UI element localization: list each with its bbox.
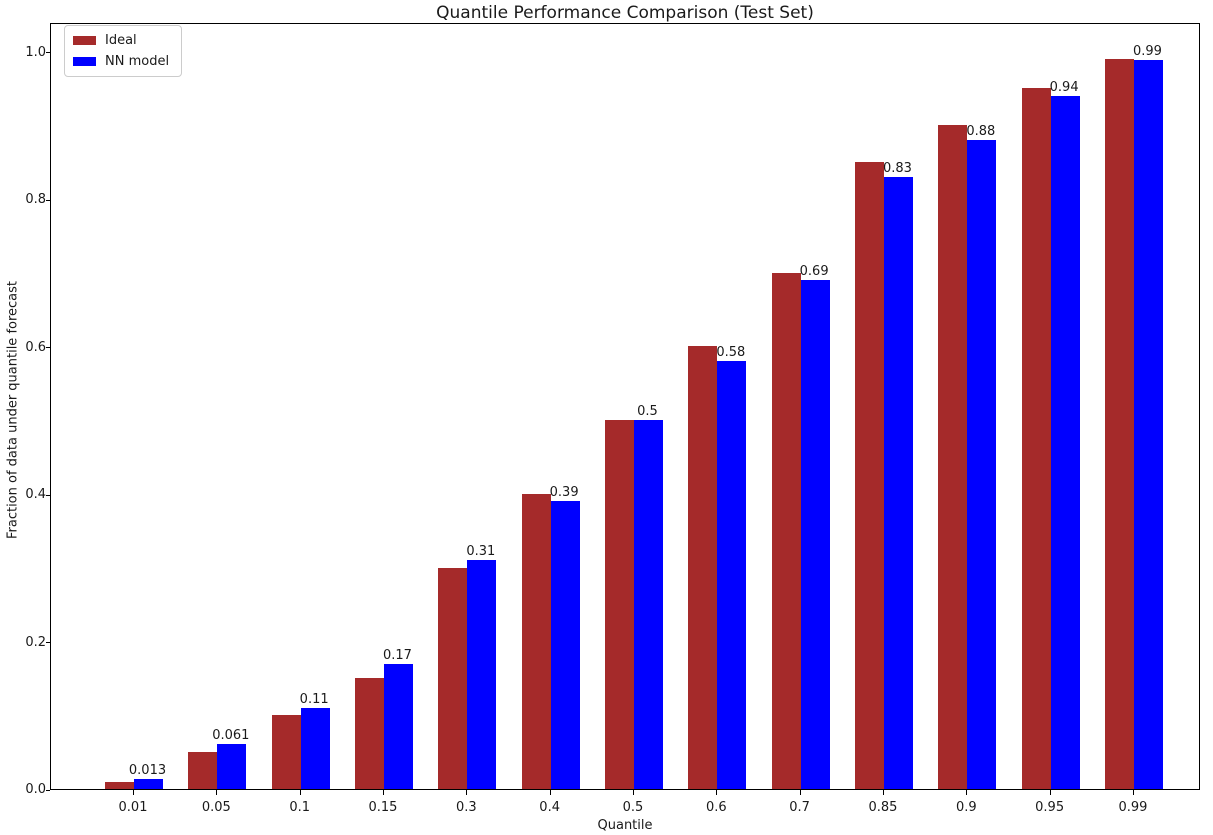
bar-ideal-0.99	[1104, 59, 1134, 789]
y-tick	[46, 52, 50, 53]
x-tick-label: 0.1	[289, 800, 310, 815]
bar-ideal-0.7	[771, 273, 801, 789]
bar-value-label: 0.17	[383, 647, 412, 663]
bar-nn-model-0.6	[717, 361, 747, 789]
x-tick	[299, 790, 301, 795]
legend-label: Ideal	[105, 33, 137, 48]
x-tick-label: 0.9	[955, 800, 977, 815]
bar-ideal-0.5	[604, 420, 634, 789]
x-tick	[382, 790, 384, 795]
bar-ideal-0.15	[354, 678, 384, 789]
x-tick-label: 0.4	[539, 800, 560, 815]
x-tick-label: 0.99	[1118, 800, 1148, 815]
x-tick	[216, 790, 218, 795]
x-tick-label: 0.7	[789, 800, 810, 815]
bar-value-label: 0.88	[966, 124, 996, 139]
legend-item-nn-model: NN model	[73, 54, 169, 69]
y-tick-label: 0.8	[25, 192, 46, 207]
bar-value-label: 0.061	[212, 728, 250, 743]
x-tick-label: 0.05	[201, 800, 231, 815]
bar-nn-model-0.1	[300, 708, 330, 789]
plot-area	[50, 23, 1200, 790]
bar-ideal-0.9	[938, 125, 968, 789]
x-tick-label: 0.6	[705, 800, 727, 815]
x-tick-label: 0.95	[1035, 800, 1065, 815]
x-tick	[1132, 790, 1134, 795]
bar-nn-model-0.85	[883, 177, 913, 789]
bar-ideal-0.85	[854, 162, 884, 789]
x-tick-label: 0.3	[455, 800, 477, 815]
y-tick	[46, 789, 50, 791]
bar-value-label: 0.69	[799, 264, 829, 280]
y-tick-label: 0.0	[25, 782, 46, 797]
x-tick	[549, 790, 551, 795]
y-tick-label: 0.4	[25, 487, 46, 502]
bar-nn-model-0.9	[967, 140, 997, 789]
y-tick	[46, 199, 50, 201]
bar-nn-model-0.3	[467, 560, 497, 789]
x-tick	[1049, 790, 1051, 795]
bar-nn-model-0.7	[800, 280, 830, 789]
y-tick	[46, 347, 50, 348]
bar-ideal-0.95	[1021, 88, 1051, 789]
legend: Ideal NN model	[64, 25, 183, 77]
bar-nn-model-0.15	[383, 664, 413, 789]
bar-nn-model-0.01	[134, 779, 163, 789]
bar-value-label: 0.94	[1049, 79, 1079, 95]
bar-value-label: 0.013	[128, 763, 167, 779]
bar-value-label: 0.31	[466, 544, 496, 560]
y-tick-label: 0.6	[25, 339, 46, 355]
bar-ideal-0.4	[521, 494, 551, 789]
bar-value-label: 0.58	[716, 345, 746, 361]
x-tick	[799, 790, 801, 795]
y-tick-label: 0.2	[25, 634, 46, 650]
x-tick-label: 0.15	[368, 800, 398, 815]
y-tick	[46, 494, 50, 496]
bar-nn-model-0.5	[633, 420, 663, 789]
x-tick	[966, 790, 968, 795]
bar-nn-model-0.99	[1133, 60, 1163, 789]
x-axis-label: Quantile	[597, 818, 653, 833]
x-tick-label: 0.5	[622, 800, 644, 815]
bar-ideal-0.1	[271, 715, 301, 789]
x-tick	[882, 790, 884, 795]
x-tick	[466, 790, 468, 795]
bar-ideal-0.05	[188, 752, 218, 789]
y-tick	[46, 642, 50, 643]
bar-nn-model-0.95	[1050, 96, 1080, 789]
x-tick	[133, 790, 134, 795]
bar-value-label: 0.83	[882, 160, 912, 176]
legend-item-ideal: Ideal	[73, 33, 169, 48]
legend-swatch-ideal	[73, 36, 96, 45]
x-tick	[632, 790, 634, 795]
x-tick-label: 0.01	[118, 800, 148, 815]
bar-value-label: 0.11	[299, 691, 329, 707]
y-tick-label: 1.0	[25, 44, 46, 60]
legend-swatch-nn-model	[73, 57, 96, 66]
x-tick	[716, 790, 718, 795]
chart-title: Quantile Performance Comparison (Test Se…	[436, 3, 814, 23]
bar-value-label: 0.99	[1132, 44, 1162, 60]
legend-label: NN model	[105, 54, 170, 69]
x-tick-label: 0.85	[868, 800, 898, 815]
bar-value-label: 0.39	[549, 485, 579, 501]
bar-value-label: 0.5	[637, 404, 658, 420]
bar-ideal-0.3	[438, 568, 468, 789]
bar-nn-model-0.05	[217, 744, 247, 789]
bar-ideal-0.6	[688, 346, 718, 789]
bar-ideal-0.01	[105, 782, 134, 789]
bar-nn-model-0.4	[550, 501, 580, 789]
